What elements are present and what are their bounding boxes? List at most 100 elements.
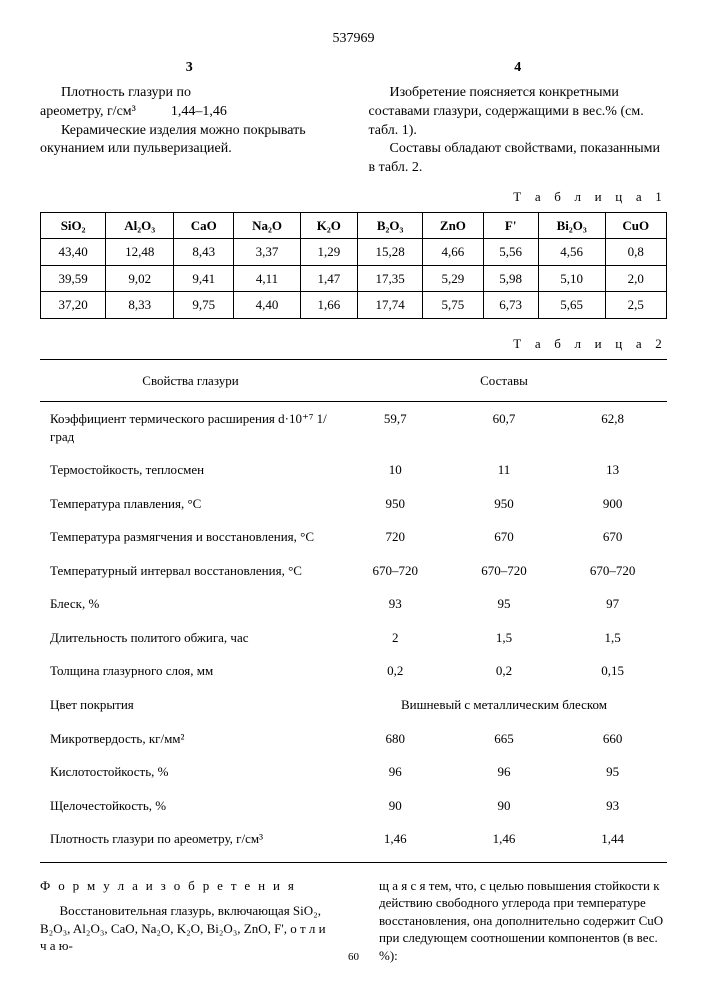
table2-property: Микротвердость, кг/мм² — [40, 722, 341, 756]
table2-property: Термостойкость, теплосмен — [40, 453, 341, 487]
table1-header-cell: F' — [483, 212, 538, 239]
table2-value: 670 — [558, 520, 667, 554]
table1-cell: 4,40 — [234, 292, 300, 319]
table1-cell: 8,33 — [106, 292, 174, 319]
table-row: Температура размягчения и восстановления… — [40, 520, 667, 554]
table1-cell: 1,47 — [300, 265, 357, 292]
table2-value: 1,5 — [450, 621, 559, 655]
table1-header-cell: CuO — [605, 212, 666, 239]
table2-value: 90 — [450, 789, 559, 823]
formula-right-col: щ а я с я тем, что, с целью повышения ст… — [379, 877, 667, 965]
intro-columns: 3 Плотность глазури по ареометру, г/см³ … — [40, 59, 667, 178]
table1-cell: 3,37 — [234, 239, 300, 266]
table2-value: 11 — [450, 453, 559, 487]
table1-header-cell: SiO₂ — [41, 212, 106, 239]
right-column: 4 Изобретение поясняется конкретными сос… — [369, 59, 668, 178]
table2-value: 13 — [558, 453, 667, 487]
table1-cell: 5,98 — [483, 265, 538, 292]
table2-value: 93 — [558, 789, 667, 823]
table1-cell: 9,02 — [106, 265, 174, 292]
table-row: Плотность глазури по ареометру, г/см³ 1,4… — [40, 822, 667, 856]
table2-label: Т а б л и ц а 2 — [40, 335, 667, 353]
table1-cell: 9,75 — [174, 292, 234, 319]
table2-property: Блеск, % — [40, 587, 341, 621]
right-p1: Изобретение поясняется конкретными соста… — [369, 84, 668, 141]
table1-cell: 39,59 — [41, 265, 106, 292]
table2-value-span: Вишневый с металлическим блеском — [341, 688, 667, 722]
table2-value: 95 — [558, 755, 667, 789]
table2-value: 950 — [341, 487, 450, 521]
formula-right-text: щ а я с я тем, что, с целью повышения ст… — [379, 877, 667, 965]
table2-bottom-rule — [40, 862, 667, 863]
table1-cell: 1,66 — [300, 292, 357, 319]
table1-header-cell: CaO — [174, 212, 234, 239]
formula-section: Ф о р м у л а и з о б р е т е н и я Восс… — [40, 877, 667, 965]
table1: SiO₂Al₂O₃CaONa₂OK₂OB₂O₃ZnOF'Bi₂O₃CuO 43,… — [40, 212, 667, 319]
table2-property: Температурный интервал восстановления, °… — [40, 554, 341, 588]
right-p2: Составы обладают свойствами, показанными… — [369, 140, 668, 178]
table-row: Длительность политого обжига, час21,51,5 — [40, 621, 667, 655]
table1-cell: 6,73 — [483, 292, 538, 319]
left-col-number: 3 — [40, 59, 339, 78]
table2-value: 0,2 — [450, 654, 559, 688]
table1-cell: 4,66 — [423, 239, 483, 266]
formula-left-text: Восстановительная глазурь, включающая Si… — [40, 902, 328, 955]
table1-cell: 17,35 — [358, 265, 423, 292]
table-row: Блеск, %939597 — [40, 587, 667, 621]
table1-cell: 0,8 — [605, 239, 666, 266]
table2-value: 670–720 — [558, 554, 667, 588]
table1-cell: 5,56 — [483, 239, 538, 266]
table2: Свойства глазури Составы Коэффициент тер… — [40, 359, 667, 856]
table1-cell: 9,41 — [174, 265, 234, 292]
left-p2: Керамические изделия можно покрывать оку… — [40, 122, 339, 160]
table1-cell: 8,43 — [174, 239, 234, 266]
table2-value: 680 — [341, 722, 450, 756]
left-column: 3 Плотность глазури по ареометру, г/см³ … — [40, 59, 339, 178]
left-p1-line2: ареометру, г/см³ 1,44–1,46 — [40, 103, 339, 122]
table2-property: Температура размягчения и восстановления… — [40, 520, 341, 554]
table2-header-comps: Составы — [341, 359, 667, 402]
table-row: Микротвердость, кг/мм²680665660 — [40, 722, 667, 756]
table2-value: 2 — [341, 621, 450, 655]
table2-property: Коэффициент термического расширения d·10… — [40, 402, 341, 454]
table2-property: Толщина глазурного слоя, мм — [40, 654, 341, 688]
left-p1-line1: Плотность глазури по — [40, 84, 339, 103]
table2-value: 0,15 — [558, 654, 667, 688]
table1-header-cell: K₂O — [300, 212, 357, 239]
table1-cell: 2,0 — [605, 265, 666, 292]
table1-cell: 12,48 — [106, 239, 174, 266]
table2-property: Кислотостойкость, % — [40, 755, 341, 789]
table2-value: 1,44 — [558, 822, 667, 856]
table-row: Температура плавления, °С950950900 — [40, 487, 667, 521]
table2-value: 62,8 — [558, 402, 667, 454]
table1-header-cell: Al₂O₃ — [106, 212, 174, 239]
table1-cell: 37,20 — [41, 292, 106, 319]
table2-value: 900 — [558, 487, 667, 521]
table2-property: Длительность политого обжига, час — [40, 621, 341, 655]
table2-value: 97 — [558, 587, 667, 621]
table2-property: Плотность глазури по ареометру, г/см³ — [40, 822, 341, 856]
table2-value: 59,7 — [341, 402, 450, 454]
table1-cell: 2,5 — [605, 292, 666, 319]
table2-value: 60,7 — [450, 402, 559, 454]
patent-number: 537969 — [40, 30, 667, 49]
formula-left-col: Ф о р м у л а и з о б р е т е н и я Восс… — [40, 877, 328, 965]
table1-header-cell: Na₂O — [234, 212, 300, 239]
table2-value: 1,5 — [558, 621, 667, 655]
table-row: Толщина глазурного слоя, мм0,20,20,15 — [40, 654, 667, 688]
table2-value: 670–720 — [341, 554, 450, 588]
table1-cell: 5,10 — [538, 265, 605, 292]
table2-value: 0,2 — [341, 654, 450, 688]
table2-property: Температура плавления, °С — [40, 487, 341, 521]
table1-cell: 5,65 — [538, 292, 605, 319]
table1-label: Т а б л и ц а 1 — [40, 188, 667, 206]
table2-value: 95 — [450, 587, 559, 621]
table2-property: Цвет покрытия — [40, 688, 341, 722]
table2-value: 950 — [450, 487, 559, 521]
table2-value: 665 — [450, 722, 559, 756]
table-row: Термостойкость, теплосмен101113 — [40, 453, 667, 487]
table1-cell: 5,29 — [423, 265, 483, 292]
table2-value: 10 — [341, 453, 450, 487]
table2-property: Щелочестойкость, % — [40, 789, 341, 823]
table1-cell: 4,11 — [234, 265, 300, 292]
